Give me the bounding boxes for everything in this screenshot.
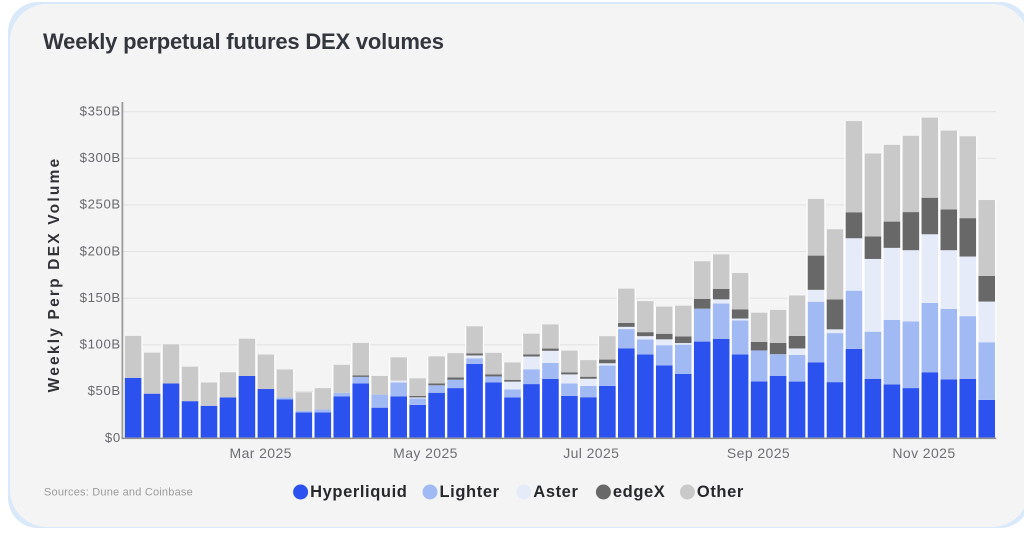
svg-text:$200B: $200B: [80, 243, 121, 258]
svg-text:$50B: $50B: [88, 383, 121, 398]
svg-text:$350B: $350B: [80, 104, 121, 119]
svg-text:Mar 2025: Mar 2025: [230, 445, 292, 461]
svg-text:Sources: Dune and Coinbase: Sources: Dune and Coinbase: [44, 487, 193, 499]
svg-text:$100B: $100B: [80, 337, 121, 352]
svg-text:Other: Other: [697, 483, 744, 501]
svg-text:$250B: $250B: [80, 197, 121, 212]
svg-text:Aster: Aster: [533, 483, 578, 501]
svg-text:Weekly Perp DEX Volume: Weekly Perp DEX Volume: [46, 157, 63, 393]
svg-text:$0: $0: [105, 430, 121, 445]
svg-text:May 2025: May 2025: [393, 445, 458, 461]
svg-text:$300B: $300B: [80, 150, 121, 165]
svg-text:Jul 2025: Jul 2025: [563, 445, 619, 461]
svg-text:edgeX: edgeX: [613, 483, 666, 501]
svg-text:$150B: $150B: [80, 290, 121, 305]
svg-text:Nov 2025: Nov 2025: [892, 445, 955, 461]
svg-text:Sep 2025: Sep 2025: [727, 445, 790, 461]
svg-text:Hyperliquid: Hyperliquid: [310, 483, 407, 501]
svg-text:Lighter: Lighter: [440, 483, 500, 501]
